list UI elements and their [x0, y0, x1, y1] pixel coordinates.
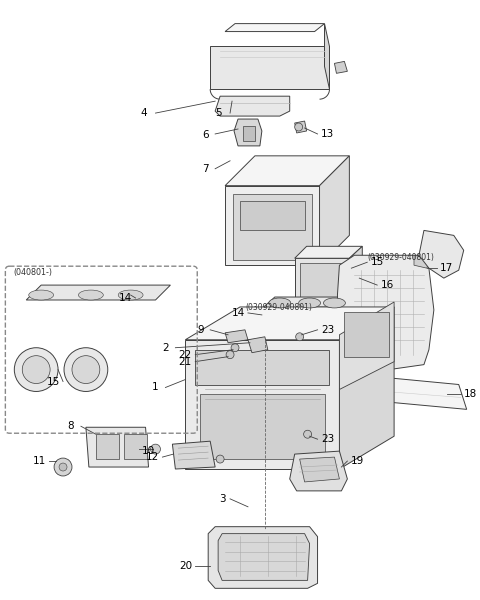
Text: 21: 21	[179, 356, 192, 367]
Polygon shape	[339, 302, 394, 389]
Polygon shape	[344, 312, 389, 356]
Circle shape	[304, 430, 312, 438]
Text: 20: 20	[179, 562, 192, 571]
Circle shape	[231, 344, 239, 352]
Polygon shape	[255, 297, 389, 315]
Text: 14: 14	[119, 293, 132, 303]
Text: (040801-): (040801-)	[13, 268, 52, 277]
Polygon shape	[295, 307, 354, 318]
Text: 6: 6	[202, 130, 208, 140]
Polygon shape	[240, 200, 305, 230]
Text: 9: 9	[197, 325, 204, 335]
Polygon shape	[124, 434, 146, 459]
Text: 18: 18	[464, 389, 477, 400]
Polygon shape	[225, 330, 248, 343]
Polygon shape	[225, 156, 349, 185]
Text: 2: 2	[162, 343, 169, 353]
Text: 12: 12	[146, 452, 159, 462]
Polygon shape	[290, 451, 348, 491]
Polygon shape	[335, 61, 348, 73]
Polygon shape	[290, 298, 372, 310]
Polygon shape	[295, 121, 307, 133]
Polygon shape	[195, 350, 329, 385]
Polygon shape	[300, 263, 344, 298]
Polygon shape	[339, 307, 394, 469]
Circle shape	[14, 348, 58, 391]
Polygon shape	[295, 258, 349, 303]
Polygon shape	[300, 457, 339, 482]
Circle shape	[54, 458, 72, 476]
Polygon shape	[324, 23, 329, 89]
Text: 3: 3	[219, 494, 226, 504]
Polygon shape	[172, 441, 215, 469]
Ellipse shape	[269, 298, 291, 308]
Text: 15: 15	[47, 377, 60, 386]
Text: 4: 4	[140, 108, 147, 118]
Text: 8: 8	[68, 421, 74, 431]
Polygon shape	[26, 285, 170, 300]
Polygon shape	[185, 307, 394, 340]
Polygon shape	[185, 340, 339, 469]
Ellipse shape	[324, 298, 346, 308]
Text: 11: 11	[33, 456, 46, 466]
Text: 19: 19	[351, 456, 364, 466]
Polygon shape	[295, 247, 362, 258]
Polygon shape	[320, 156, 349, 265]
Text: 13: 13	[321, 129, 334, 139]
Ellipse shape	[78, 290, 103, 300]
Text: 10: 10	[142, 446, 155, 456]
Circle shape	[64, 348, 108, 391]
Polygon shape	[225, 23, 324, 32]
Text: 23: 23	[321, 325, 334, 335]
Circle shape	[22, 356, 50, 383]
Text: 14: 14	[231, 308, 245, 318]
Polygon shape	[210, 46, 329, 89]
Polygon shape	[354, 374, 467, 409]
Text: 22: 22	[179, 350, 192, 359]
Polygon shape	[414, 255, 429, 268]
Circle shape	[59, 463, 67, 471]
Text: 5: 5	[215, 108, 221, 118]
Polygon shape	[86, 427, 148, 467]
Polygon shape	[337, 255, 434, 370]
Polygon shape	[208, 527, 318, 589]
Text: 16: 16	[381, 280, 394, 290]
Circle shape	[72, 356, 100, 383]
Ellipse shape	[299, 298, 321, 308]
Text: 17: 17	[440, 263, 454, 273]
Polygon shape	[233, 194, 312, 260]
Polygon shape	[248, 337, 268, 353]
Polygon shape	[225, 185, 320, 265]
Polygon shape	[349, 247, 362, 303]
Circle shape	[295, 123, 302, 131]
Circle shape	[296, 333, 304, 341]
Circle shape	[151, 444, 160, 454]
Polygon shape	[218, 533, 310, 580]
Text: (030929-040801): (030929-040801)	[245, 304, 312, 313]
Polygon shape	[243, 126, 255, 141]
Polygon shape	[96, 434, 119, 459]
Polygon shape	[200, 394, 324, 459]
Circle shape	[216, 455, 224, 463]
Polygon shape	[215, 96, 290, 116]
Ellipse shape	[29, 290, 54, 300]
Ellipse shape	[118, 290, 143, 300]
Circle shape	[226, 351, 234, 359]
Text: 15: 15	[371, 257, 384, 267]
Text: 7: 7	[202, 164, 208, 174]
Polygon shape	[234, 119, 262, 146]
Polygon shape	[419, 230, 464, 278]
Text: 23: 23	[321, 434, 334, 444]
Text: 1: 1	[152, 382, 159, 392]
Text: (030929-040801): (030929-040801)	[367, 253, 434, 262]
